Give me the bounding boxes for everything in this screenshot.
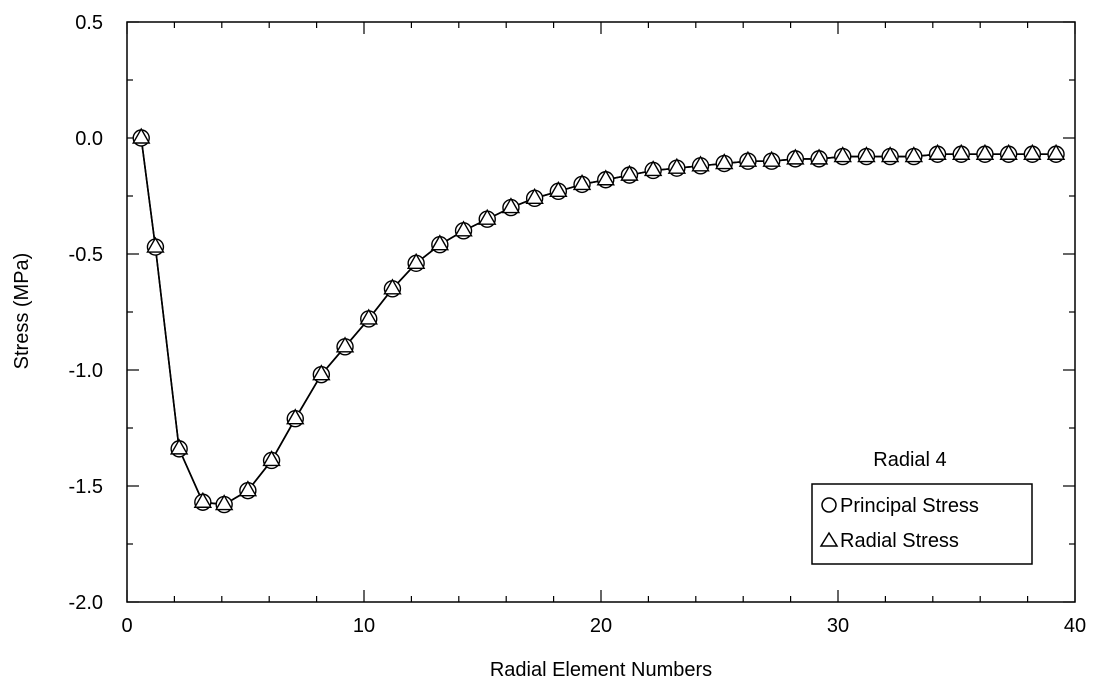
legend-title: Radial 4 [873,449,946,471]
data-point-radial-stress [312,364,331,381]
data-point-radial-stress [952,143,971,160]
axes-layer: 0 10 20 30 40 0.5 0.0 -0.5 -1.0 -1.5 -2.0 [69,12,1087,637]
x-tick-label: 40 [1064,615,1086,637]
y-axis-label: Stress (MPa) [11,253,33,370]
data-point-radial-stress [359,308,378,325]
y-tick-label: 0.0 [75,128,103,150]
legend: Radial 4 Principal Stress Radial Stress [811,449,1033,565]
data-point-radial-stress [715,153,734,170]
data-point-radial-stress [975,143,995,160]
data-point-radial-stress [904,146,924,163]
y-tick-label: -2.0 [69,592,103,614]
data-point-radial-stress [454,220,473,237]
data-point-radial-stress [572,173,592,191]
data-point-radial-stress [501,197,521,214]
data-point-radial-stress [335,336,355,353]
legend-triangle-marker [819,531,839,547]
data-point-radial-stress [383,278,402,295]
data-point-radial-stress [262,450,281,467]
data-point-radial-stress [169,438,189,455]
data-point-radial-stress [525,187,544,205]
legend-box [811,483,1033,565]
data-point-radial-stress [430,234,450,251]
y-tick-label: 0.5 [75,12,103,34]
y-tick-label: -1.0 [69,360,103,382]
y-tick-label: -1.5 [69,476,103,498]
y-tick-label: -0.5 [69,244,103,266]
data-point-radial-stress [1023,143,1042,160]
x-tick-label: 0 [121,615,132,637]
data-point-radial-stress [691,155,710,172]
legend-label-principal: Principal Stress [840,495,979,517]
x-tick-label: 30 [827,615,849,637]
data-point-radial-stress [146,236,165,253]
data-point-radial-stress [786,148,805,165]
data-point-radial-stress [928,143,947,160]
x-tick-label: 20 [590,615,612,637]
data-point-radial-stress [238,480,258,497]
data-point-radial-stress [286,408,305,425]
x-tick-label: 10 [353,615,375,637]
data-point-radial-stress [132,127,151,144]
data-point-radial-stress [857,146,876,163]
data-point-radial-stress [214,494,234,511]
data-point-radial-stress [643,160,663,177]
series-layer [132,127,1066,514]
data-point-radial-stress [809,148,829,165]
data-point-radial-stress [667,157,687,174]
data-point-radial-stress [193,491,213,508]
data-point-radial-stress [738,150,758,167]
data-point-radial-stress [999,143,1018,160]
data-point-radial-stress [833,146,852,163]
data-point-radial-stress [406,252,426,269]
data-point-radial-stress [478,208,497,225]
legend-label-radial: Radial Stress [840,530,959,552]
data-point-radial-stress [620,164,639,181]
data-point-radial-stress [880,146,900,163]
data-point-radial-stress [549,180,568,198]
series-line-radial [140,137,1056,506]
data-point-radial-stress [762,150,781,167]
data-point-radial-stress [1046,143,1066,160]
x-axis-label: Radial Element Numbers [490,659,712,681]
legend-circle-marker [821,497,837,513]
data-point-radial-stress [596,169,615,186]
